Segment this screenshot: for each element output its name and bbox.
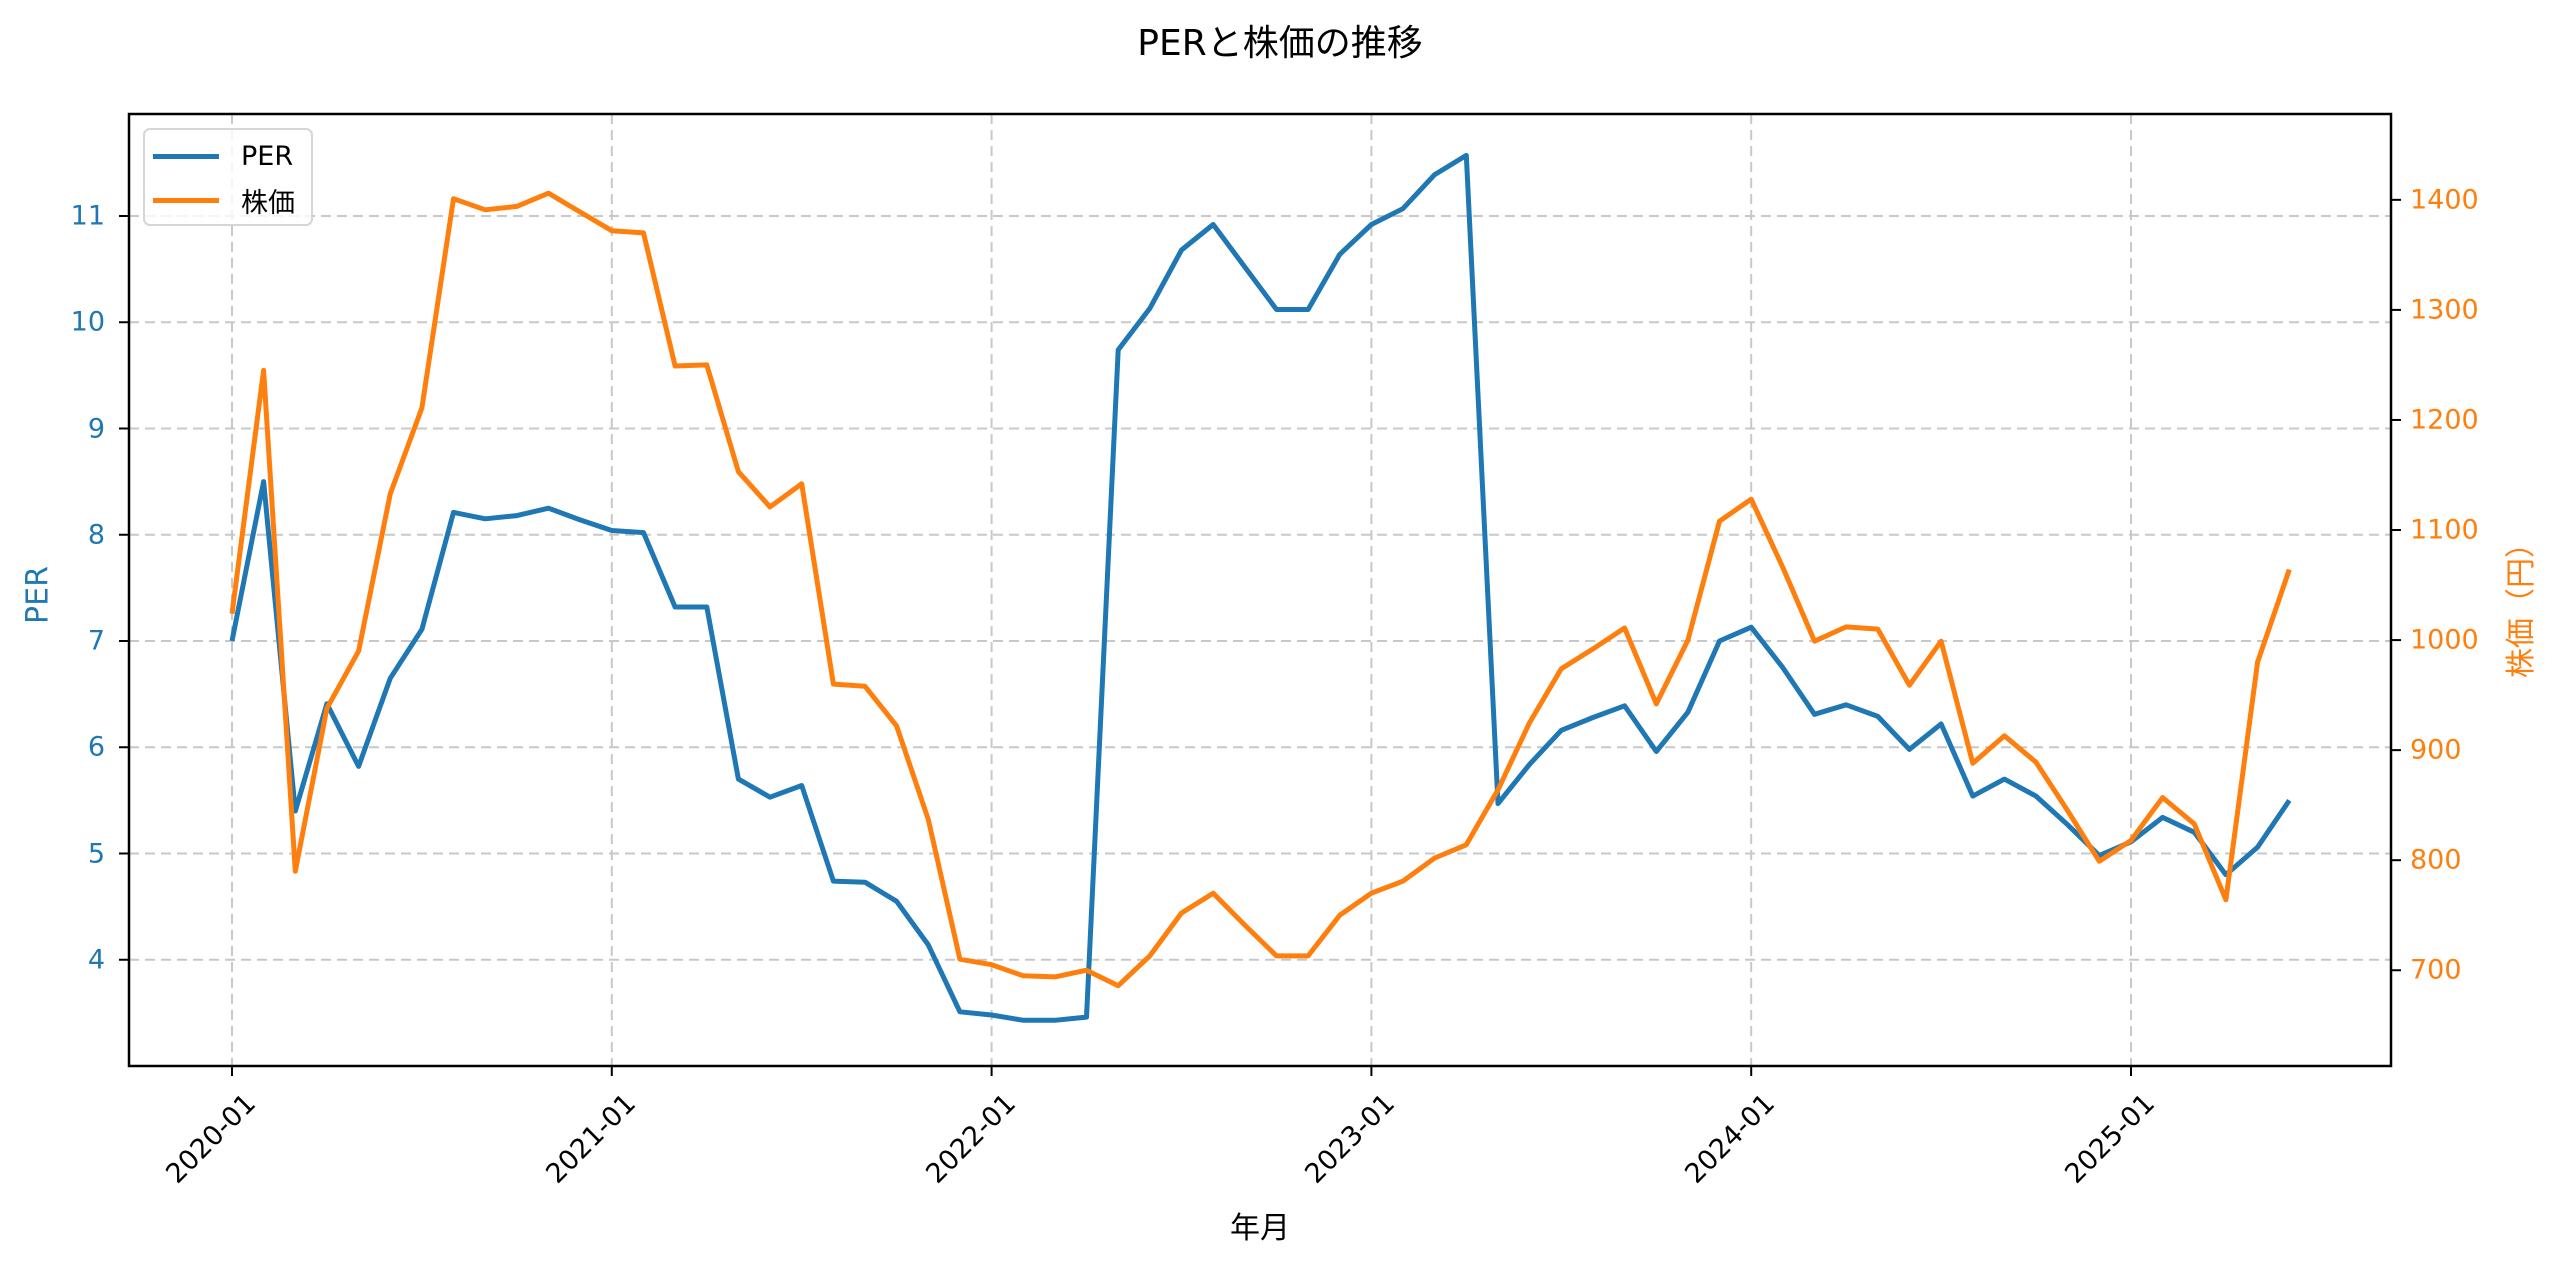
price-line-swatch-icon [153,197,219,203]
y-tick-label-left: 11 [70,200,105,232]
y-axis-label-right: 株価（円） [2504,528,2539,678]
y-tick-label-left: 9 [87,413,105,444]
y-axis-label-left: PER [20,566,56,624]
chart-title: PERと株価の推移 [1137,23,1423,64]
y-tick-label-right: 800 [2410,844,2462,876]
legend-label: 株価 [241,187,295,219]
series-line-price [229,190,2292,989]
series-line-per [229,152,2292,1023]
legend-label: PER [241,140,294,172]
x-axis-label: 年月 [1230,1211,1290,1246]
plot-frame [127,112,2393,1068]
series-lines [229,152,2292,1023]
y-tick-label-left: 6 [87,731,105,763]
y-tick-label-right: 1300 [2410,294,2479,326]
y-tick-label-right: 1000 [2410,624,2479,656]
legend-item-price: 株価 [153,180,295,220]
y-tick-label-left: 8 [87,519,105,551]
y-tick-label-right: 1400 [2410,184,2479,216]
y-tick-label-right: 900 [2410,734,2462,766]
y-tick-label-right: 1100 [2410,514,2479,546]
tick-marks [119,198,2401,1076]
y-tick-label-left: 4 [87,944,105,976]
y-tick-label-left: 5 [87,838,105,869]
per-line-swatch-icon [153,153,219,159]
legend: PER 株価 [143,128,313,226]
grid-lines [129,114,2391,1066]
y-tick-label-right: 1200 [2410,404,2479,436]
y-tick-label-right: 700 [2410,954,2462,986]
legend-item-per: PER [153,136,293,176]
y-tick-label-left: 10 [70,306,105,338]
y-tick-label-left: 7 [87,625,105,657]
